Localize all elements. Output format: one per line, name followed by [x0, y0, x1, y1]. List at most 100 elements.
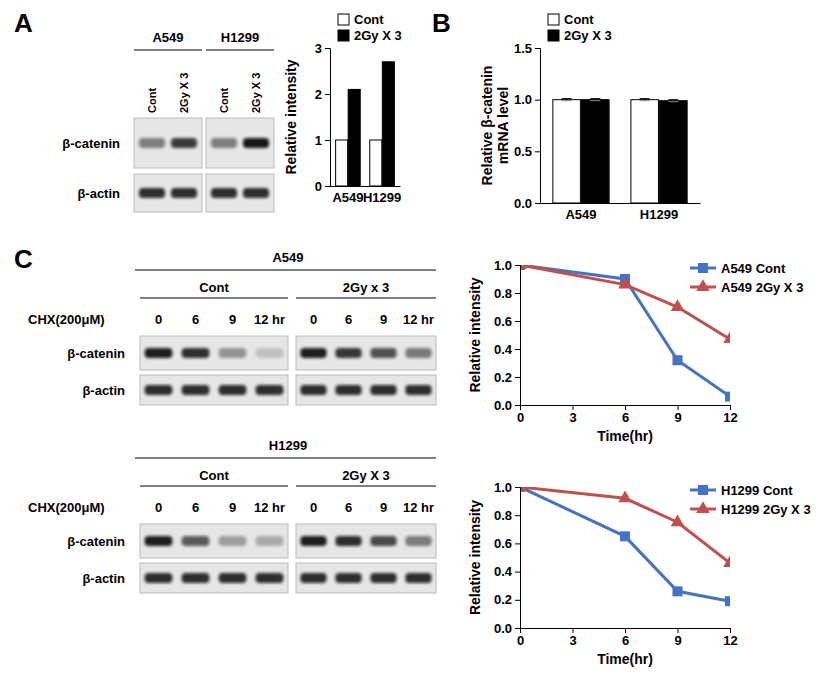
time-label: 9: [380, 500, 387, 515]
x-axis: A549H1299: [541, 203, 701, 222]
tick-label: 1: [315, 133, 322, 148]
x-axis-title: Time(hr): [597, 428, 653, 444]
tick: 0.6: [494, 314, 520, 329]
legend-label: Cont: [564, 12, 594, 27]
y-axis-title: Relative β-cateninmRNA level: [479, 66, 511, 186]
tick-label: 0.0: [514, 196, 532, 211]
band: [300, 348, 326, 358]
blot-membrane: [140, 336, 288, 370]
y-axis: 0123: [315, 41, 331, 194]
blot-membrane: [134, 174, 202, 212]
band: [211, 138, 237, 148]
time-label: 0: [310, 312, 317, 327]
band: [219, 536, 247, 546]
y-axis-line: [515, 488, 521, 629]
time-label: 0: [155, 500, 162, 515]
blot-membrane: [134, 118, 202, 168]
band: [335, 348, 361, 358]
time-label: 6: [345, 312, 352, 327]
tick-mark: [515, 293, 520, 294]
band: [370, 385, 396, 395]
legend: A549 ContA549 2Gy X 3: [690, 261, 803, 295]
underline: [206, 50, 274, 51]
band: [145, 536, 173, 546]
tick: 0.5: [514, 144, 540, 159]
time-label: 9: [229, 500, 236, 515]
underline: [135, 270, 436, 271]
marker: [723, 555, 730, 567]
tick-mark: [515, 543, 520, 544]
row-label: β-catenin: [67, 346, 125, 361]
x-axis: 036912: [517, 628, 738, 648]
tick-label: 0.8: [494, 286, 512, 301]
tick-mark: [515, 377, 520, 378]
x-axis: 036912: [517, 405, 738, 425]
error-cap: [562, 98, 572, 99]
band: [211, 188, 237, 198]
y-axis-line: [515, 266, 521, 406]
band: [145, 385, 173, 395]
band: [182, 536, 210, 546]
marker: [725, 392, 730, 402]
legend-label: Cont: [354, 12, 384, 27]
y-axis-line: [535, 49, 541, 204]
band: [300, 573, 326, 583]
tick-mark: [515, 405, 520, 406]
band: [145, 573, 173, 583]
time-label: 12 hr: [254, 500, 285, 515]
legend-label: H1299 2Gy X 3: [721, 502, 811, 517]
underline: [135, 458, 436, 459]
band: [405, 348, 431, 358]
tick-label: 0.2: [494, 592, 512, 607]
condition-label: Cont: [199, 280, 229, 295]
band: [139, 188, 165, 198]
tick-label: 0.0: [494, 398, 512, 413]
line: [520, 487, 730, 601]
tick: 12: [723, 628, 737, 648]
bar: [553, 100, 581, 203]
error-bar: [562, 99, 572, 101]
legend-swatch: [338, 30, 349, 41]
tick: 1.0: [514, 92, 540, 107]
tick: 6: [622, 405, 629, 425]
band: [145, 348, 173, 358]
tick-mark: [325, 48, 330, 49]
row-label: β-actin: [77, 186, 120, 201]
condition-label: Cont: [199, 468, 229, 483]
tick-label: 0.8: [494, 508, 512, 523]
group-label: H1299: [221, 30, 259, 45]
tick: 1.5: [514, 41, 540, 56]
tick: 0: [315, 179, 330, 194]
tick-label: 9: [674, 410, 681, 425]
band: [335, 536, 361, 546]
condition-label: 2Gy X 3: [342, 468, 390, 483]
condition-label: 2Gy x 3: [343, 280, 389, 295]
bar: [336, 140, 348, 186]
legend-swatch: [548, 14, 559, 25]
time-label: 6: [192, 312, 199, 327]
underline: [140, 298, 288, 299]
panel-label: A: [14, 8, 33, 38]
blot-membrane: [296, 375, 436, 405]
band: [182, 573, 210, 583]
tick-mark: [515, 265, 520, 266]
tick: 3: [569, 628, 576, 648]
blot: [140, 524, 288, 593]
time-label: 9: [229, 312, 236, 327]
tick-label: 0.6: [494, 536, 512, 551]
tick: 1: [315, 133, 330, 148]
x-axis-line: [331, 186, 401, 187]
tick: 0: [517, 405, 524, 425]
tick-label: 6: [622, 633, 629, 648]
band: [219, 385, 247, 395]
tick-label: 0.0: [494, 621, 512, 636]
band: [171, 138, 197, 148]
blot-membrane: [140, 563, 288, 593]
error-cap: [640, 100, 650, 101]
tick-mark: [535, 203, 540, 204]
tick: 0.2: [494, 592, 520, 607]
legend-marker: [698, 263, 708, 273]
plot-marks: [520, 487, 730, 606]
tick: 0.6: [494, 536, 520, 551]
tick-label: 12: [723, 410, 737, 425]
